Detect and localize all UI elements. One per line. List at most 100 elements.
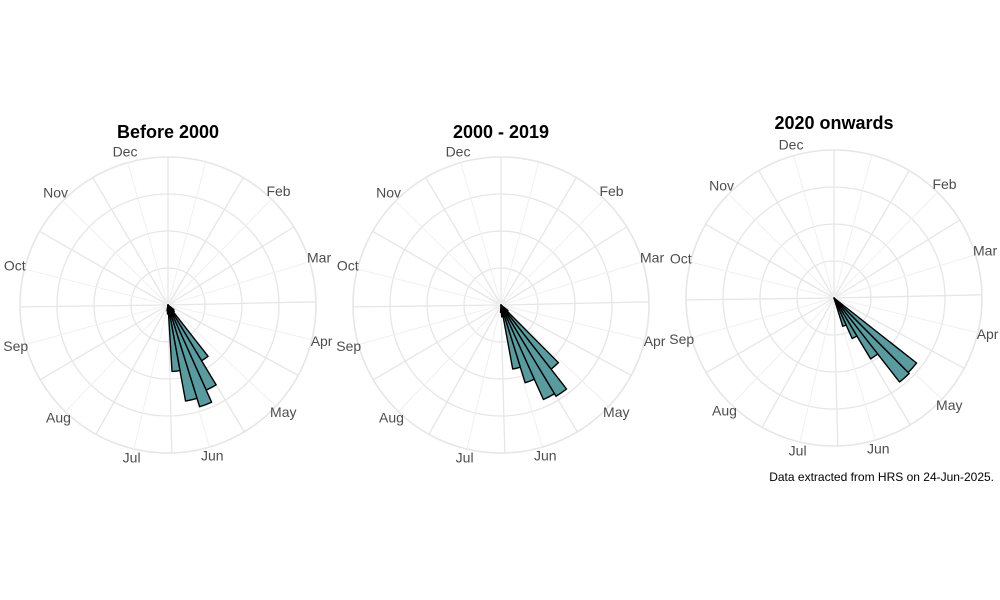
month-tick-label: Oct <box>670 250 692 266</box>
month-tick-label: May <box>603 404 629 420</box>
polar-panel: Dec Feb Mar Apr May Jun Jul Aug Sep Oct Nov 2000 - … <box>336 122 666 465</box>
grid-spoke-minor <box>793 155 835 299</box>
month-tick-label: Sep <box>336 338 361 354</box>
panel-title: Before 2000 <box>117 122 219 142</box>
month-tick-label: Apr <box>644 333 666 349</box>
month-tick-label: Nov <box>376 185 401 201</box>
grid-spoke-minor <box>398 304 502 413</box>
month-tick-label: Mar <box>973 242 997 258</box>
grid-spoke <box>500 177 577 306</box>
grid-spoke <box>167 177 244 306</box>
rose-bar <box>167 304 198 402</box>
month-tick-label: Aug <box>712 403 737 419</box>
grid-spoke <box>705 223 835 299</box>
grid-spoke <box>500 226 628 306</box>
rose-bar <box>833 297 847 327</box>
month-tick-label: Dec <box>446 144 471 160</box>
grid-spoke <box>167 304 173 453</box>
grid-spoke-minor <box>167 161 207 306</box>
month-tick-label: Jul <box>456 449 474 465</box>
month-tick-label: Oct <box>4 257 26 273</box>
grid-spoke-minor <box>65 304 169 413</box>
grid-spoke-minor <box>833 254 976 299</box>
month-tick-label: May <box>270 404 296 420</box>
rose-bar <box>167 304 181 373</box>
rose-bar <box>500 304 568 397</box>
grid-spoke-minor <box>167 198 272 306</box>
grid-spoke-minor <box>500 304 645 341</box>
grid-spoke-minor <box>167 304 312 341</box>
grid-spoke <box>167 301 316 306</box>
grid-spoke-minor <box>799 297 835 443</box>
month-tick-label: Nov <box>43 185 68 201</box>
grid-spoke-minor <box>833 297 978 334</box>
panel-title: 2020 onwards <box>774 113 893 133</box>
month-tick-label: May <box>936 397 962 413</box>
grid-spoke <box>353 304 502 308</box>
grid-spoke-minor <box>466 304 502 450</box>
grid-spoke <box>686 297 835 301</box>
grid-spoke-minor <box>500 161 540 306</box>
month-tick-label: Feb <box>599 183 623 199</box>
rose-bar <box>833 297 910 383</box>
month-tick-label: Jun <box>867 440 890 456</box>
month-tick-label: Aug <box>46 410 71 426</box>
grid-spoke-minor <box>460 162 502 306</box>
grid-spoke <box>372 304 502 381</box>
grid-spoke-minor <box>500 304 610 407</box>
month-tick-label: Nov <box>709 178 734 194</box>
grid-spoke-minor <box>690 261 835 299</box>
grid-spoke <box>500 304 506 453</box>
rose-bar <box>499 304 503 314</box>
grid-spoke <box>500 304 632 376</box>
grid-spoke <box>833 170 910 299</box>
grid-spoke-minor <box>127 162 169 306</box>
rose-bar <box>833 297 879 360</box>
grid-spoke <box>705 297 835 374</box>
grid-spoke <box>758 170 835 299</box>
month-tick-label: Dec <box>779 137 804 153</box>
month-tick-label: Jun <box>534 447 557 463</box>
grid-spoke-minor <box>167 261 310 306</box>
grid-spoke-minor <box>167 304 277 407</box>
data-source-caption: Data extracted from HRS on 24-Jun-2025. <box>769 470 994 484</box>
polar-panel: Dec Feb Mar Apr May Jun Jul Aug Sep Oct Nov 2020 on… <box>669 113 999 458</box>
grid-spoke-minor <box>62 200 169 306</box>
grid-spoke <box>167 304 299 376</box>
rose-bar <box>833 297 858 340</box>
grid-spoke <box>39 304 169 381</box>
month-tick-label: Apr <box>311 333 333 349</box>
rose-bar <box>167 304 213 408</box>
rose-bar <box>500 304 536 384</box>
month-tick-label: Sep <box>3 338 28 354</box>
grid-spoke-minor <box>358 304 502 346</box>
month-tick-label: Apr <box>977 326 999 342</box>
month-tick-label: Jul <box>789 442 807 458</box>
grid-spoke-minor <box>728 193 835 299</box>
month-tick-label: Jul <box>123 449 141 465</box>
grid-spoke-minor <box>731 297 835 406</box>
grid-spoke-minor <box>25 304 169 346</box>
month-tick-label: Feb <box>932 176 956 192</box>
month-tick-label: Aug <box>379 410 404 426</box>
grid-spoke-minor <box>833 154 873 299</box>
month-tick-label: Feb <box>266 183 290 199</box>
month-tick-label: Mar <box>640 249 664 265</box>
grid-spoke <box>833 297 965 369</box>
grid-spoke <box>167 226 295 306</box>
grid-spoke-minor <box>24 268 169 306</box>
grid-spoke <box>761 297 835 428</box>
grid-spoke <box>20 304 169 308</box>
grid-spoke-minor <box>833 191 938 299</box>
rose-bar <box>500 304 522 370</box>
grid-spoke <box>833 219 961 299</box>
month-tick-label: Dec <box>113 144 138 160</box>
grid-spoke-minor <box>395 200 502 306</box>
rose-bar <box>166 304 169 312</box>
grid-spoke-minor <box>357 268 502 306</box>
grid-spoke <box>39 230 169 306</box>
grid-spoke <box>833 297 839 446</box>
grid-spoke <box>92 177 169 306</box>
grid-spoke-minor <box>133 304 169 450</box>
